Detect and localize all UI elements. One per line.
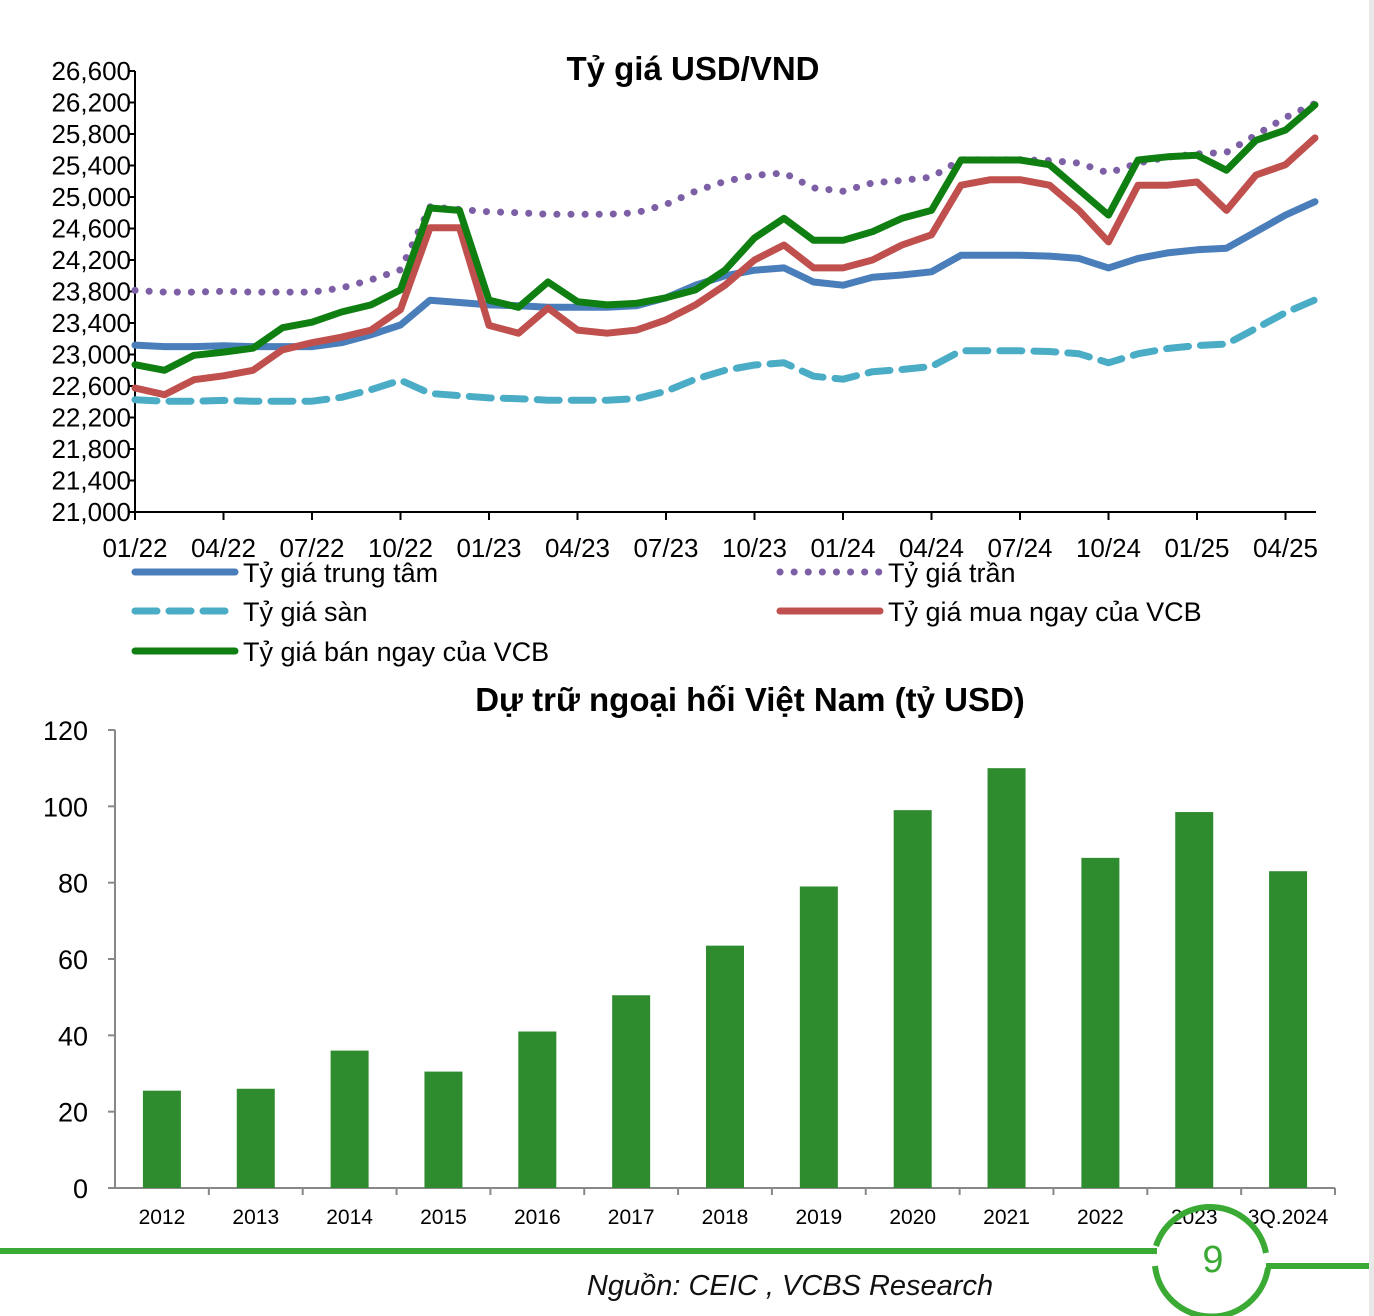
source-note: Nguồn: CEIC , VCBS Research [586,1270,994,1302]
y-tick-label: 23,000 [51,340,131,370]
y-tick-label: 22,200 [51,403,131,433]
y-tick-label: 26,600 [51,56,131,86]
series-line-1 [131,198,1319,351]
x-tick-label: 10/24 [1076,533,1141,563]
x-tick-label: 01/25 [1164,533,1229,563]
series-line-5 [131,101,1319,374]
x-tick-label: 04/22 [191,533,256,563]
y-tick-label: 24,200 [51,245,131,275]
y-tick-label: 21,400 [51,466,131,496]
page-edge [1369,0,1374,1316]
bar-2016 [518,1031,557,1188]
page-badge-arc-bottom [1152,1265,1271,1316]
series-line-2 [131,100,1319,296]
y-tick-label: 25,000 [51,182,131,212]
x-tick-label: 01/22 [102,533,167,563]
bar-2019 [799,886,838,1188]
legend-label: Tỷ giá sàn [243,597,368,627]
bar-x-label: 2012 [139,1206,186,1229]
x-tick-label: 10/22 [368,533,433,563]
x-tick-label: 04/23 [545,533,610,563]
bar-x-label: 2019 [795,1206,842,1229]
x-tick-label: 07/24 [987,533,1052,563]
x-tick-label: 04/25 [1253,533,1318,563]
bar-x-label: 2018 [702,1206,749,1229]
series-line-4 [131,134,1319,399]
bar-2022 [1081,857,1120,1188]
bar-y-tick-label: 100 [43,792,88,822]
bar-x-label: 2013 [232,1206,279,1229]
x-tick-label: 01/24 [810,533,875,563]
bar-2014 [330,1050,369,1188]
bar-2013 [236,1088,275,1188]
bar-2021 [987,768,1026,1188]
y-tick-label: 23,400 [51,308,131,338]
x-tick-label: 10/23 [722,533,787,563]
bar-2015 [424,1071,463,1188]
page-number: 9 [1202,1239,1223,1281]
y-tick-label: 22,600 [51,371,131,401]
y-tick-label: 21,000 [51,497,131,527]
bar-chart-title: Dự trữ ngoại hối Việt Nam (tỷ USD) [475,681,1025,718]
y-tick-label: 25,400 [51,151,131,181]
legend-label: Tỷ giá trung tâm [243,558,438,588]
bar-x-label: 2014 [326,1206,373,1229]
y-tick-label: 26,200 [51,88,131,118]
bar-x-label: 2022 [1077,1206,1124,1229]
x-tick-label: 07/23 [633,533,698,563]
bar-y-tick-label: 40 [58,1021,88,1051]
bar-x-label: 2021 [983,1206,1030,1229]
bar-x-label: 2017 [608,1206,655,1229]
y-tick-label: 25,800 [51,119,131,149]
x-tick-label: 04/24 [899,533,964,563]
bar-y-tick-label: 20 [58,1098,88,1128]
x-tick-label: 07/22 [279,533,344,563]
bar-2018 [706,945,744,1188]
bar-x-label: 2020 [889,1206,936,1229]
legend-label: Tỷ giá bán ngay của VCB [243,637,549,667]
bar-2020 [893,810,932,1188]
bar-x-label: 2015 [420,1206,467,1229]
legend-label: Tỷ giá trần [888,558,1016,588]
y-tick-label: 23,800 [51,277,131,307]
bar-2012 [142,1090,181,1188]
bar-y-tick-label: 120 [43,716,88,746]
line-chart-title: Tỷ giá USD/VND [566,50,819,87]
bar-y-tick-label: 80 [58,869,88,899]
series-line-3 [131,296,1319,405]
y-tick-label: 24,600 [51,214,131,244]
bar-2023 [1175,812,1214,1188]
legend-label: Tỷ giá mua ngay của VCB [888,597,1202,627]
bar-2017 [612,995,651,1188]
bar-3Q.2024 [1269,871,1308,1188]
bar-y-tick-label: 0 [73,1174,88,1204]
bar-x-label: 2016 [514,1206,561,1229]
x-tick-label: 01/23 [456,533,521,563]
bar-y-tick-label: 60 [58,945,88,975]
bar-x-label: 3Q.2024 [1248,1206,1329,1229]
page-badge-arc-top [1153,1204,1269,1254]
y-tick-label: 21,800 [51,434,131,464]
